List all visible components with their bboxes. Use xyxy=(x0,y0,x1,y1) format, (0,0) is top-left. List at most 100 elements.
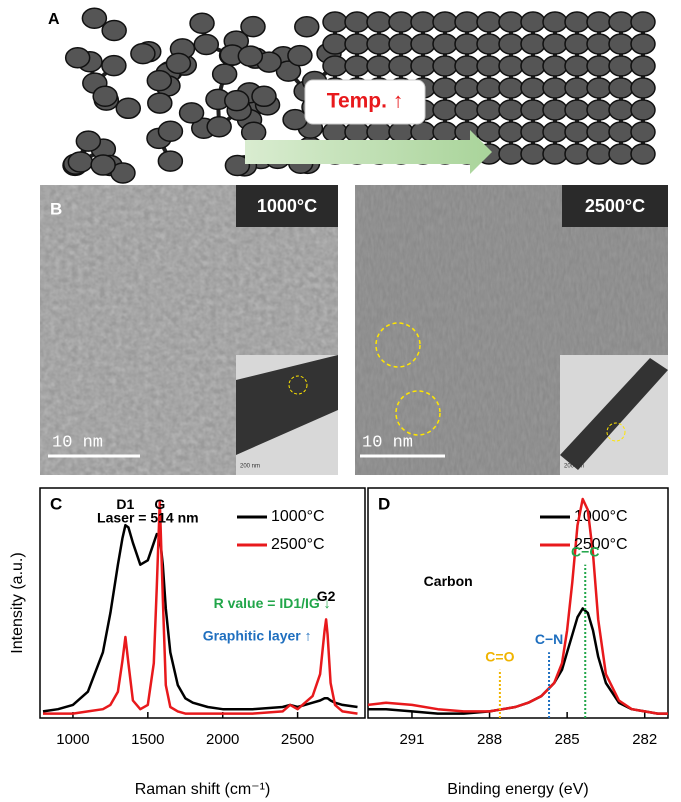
atom xyxy=(543,12,567,32)
x-tick-label: 1500 xyxy=(131,731,164,748)
annotation: Graphitic layer ↑ xyxy=(203,628,312,644)
atom xyxy=(433,78,457,98)
atom xyxy=(102,20,126,40)
atom xyxy=(477,100,501,120)
atom xyxy=(521,34,545,54)
atom xyxy=(389,122,413,142)
atom xyxy=(66,48,90,68)
series-line xyxy=(368,609,668,714)
atom xyxy=(521,56,545,76)
atom xyxy=(631,122,655,142)
atom xyxy=(499,122,523,142)
atom xyxy=(477,78,501,98)
atom xyxy=(323,56,347,76)
atom xyxy=(455,56,479,76)
atom xyxy=(565,56,589,76)
inset-scale: 200 nm xyxy=(564,464,584,470)
x-tick-label: 282 xyxy=(632,731,657,748)
atom xyxy=(158,151,182,171)
atom xyxy=(521,144,545,164)
legend-label: 2500°C xyxy=(271,536,325,553)
atom xyxy=(433,56,457,76)
atom xyxy=(499,144,523,164)
atom xyxy=(543,144,567,164)
atom xyxy=(499,12,523,32)
atom xyxy=(587,78,611,98)
atom xyxy=(565,144,589,164)
atom xyxy=(587,34,611,54)
atom xyxy=(180,103,204,123)
atom xyxy=(433,34,457,54)
atom xyxy=(587,56,611,76)
atom xyxy=(543,34,567,54)
annotation: C=O xyxy=(485,649,514,665)
atom xyxy=(565,122,589,142)
atom xyxy=(147,71,171,91)
atom xyxy=(631,100,655,120)
annotation: C−C xyxy=(571,543,599,559)
atom xyxy=(543,78,567,98)
atom xyxy=(543,122,567,142)
atom xyxy=(76,131,100,151)
y-axis-label: Intensity (a.u.) xyxy=(9,552,26,653)
annotation: C−N xyxy=(535,631,563,647)
atom xyxy=(521,78,545,98)
atom xyxy=(389,12,413,32)
atom xyxy=(543,100,567,120)
x-axis-label: Raman shift (cm⁻¹) xyxy=(135,781,271,798)
atom xyxy=(609,56,633,76)
atom xyxy=(609,34,633,54)
atom xyxy=(389,34,413,54)
atom xyxy=(631,34,655,54)
panel-label: C xyxy=(50,494,62,513)
atom xyxy=(102,56,126,76)
atom xyxy=(631,56,655,76)
x-tick-label: 288 xyxy=(477,731,502,748)
annotation: Carbon xyxy=(424,573,473,589)
atom xyxy=(609,78,633,98)
atom xyxy=(499,56,523,76)
atom xyxy=(521,100,545,120)
atom xyxy=(587,12,611,32)
legend-label: 1000°C xyxy=(574,508,628,525)
figure: A Temp. ↑ B 1000°C 2500°C 200 nm 200 nm … xyxy=(0,0,681,802)
atom xyxy=(477,122,501,142)
atom xyxy=(131,44,155,64)
atom xyxy=(543,56,567,76)
arrow-text: Temp. ↑ xyxy=(327,90,404,113)
atom xyxy=(565,12,589,32)
panel-label: D xyxy=(378,494,390,513)
panel-label: A xyxy=(48,11,60,28)
atom xyxy=(252,86,276,106)
atom xyxy=(587,100,611,120)
scale-text: 10 nm xyxy=(52,433,103,452)
atom xyxy=(283,110,307,130)
atom xyxy=(455,78,479,98)
inset-scale: 200 nm xyxy=(240,464,260,470)
annotation: D1 xyxy=(116,496,134,512)
atom xyxy=(631,78,655,98)
atom xyxy=(323,34,347,54)
atom xyxy=(242,122,266,142)
atom xyxy=(166,53,190,73)
atom xyxy=(565,34,589,54)
atom xyxy=(499,34,523,54)
atom xyxy=(288,46,312,66)
temp-label: 2500°C xyxy=(585,196,645,216)
atom xyxy=(238,46,262,66)
atom xyxy=(587,122,611,142)
atom xyxy=(499,78,523,98)
atom xyxy=(411,122,435,142)
atom xyxy=(345,122,369,142)
legend-label: 1000°C xyxy=(271,508,325,525)
atom xyxy=(609,12,633,32)
atom xyxy=(116,98,140,118)
atom xyxy=(433,12,457,32)
x-tick-label: 285 xyxy=(555,731,580,748)
atom xyxy=(411,34,435,54)
atom xyxy=(148,93,172,113)
atom xyxy=(367,122,391,142)
x-tick-label: 1000 xyxy=(56,731,89,748)
atom xyxy=(609,144,633,164)
